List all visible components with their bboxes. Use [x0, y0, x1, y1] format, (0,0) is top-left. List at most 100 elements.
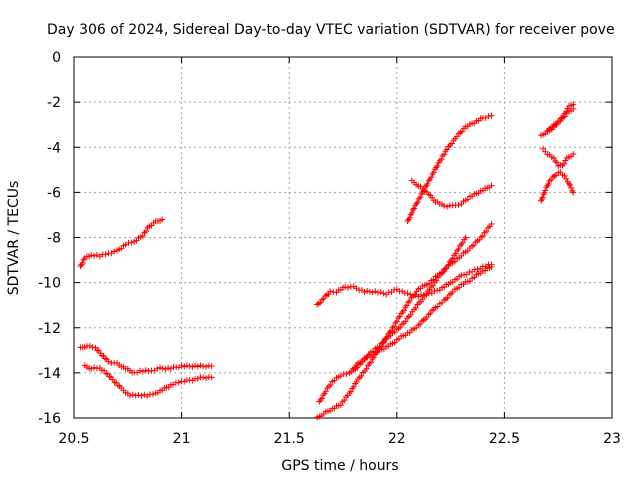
x-tick-label: 22: [388, 431, 406, 447]
series-11: [540, 145, 577, 169]
data-point: [327, 381, 334, 388]
x-axis-label: GPS time / hours: [281, 458, 398, 474]
data-point: [563, 108, 570, 115]
data-point: [411, 205, 418, 212]
data-point: [430, 169, 437, 176]
data-point: [111, 248, 118, 255]
data-point: [434, 163, 441, 169]
y-tick-label: -4: [47, 140, 61, 156]
data-point: [488, 263, 495, 270]
data-point: [149, 391, 156, 398]
y-tick-label: -12: [38, 321, 61, 337]
y-tick-label: 0: [52, 50, 61, 66]
data-point: [449, 255, 456, 262]
data-point: [88, 365, 95, 372]
data-point: [483, 228, 490, 235]
data-point: [322, 388, 329, 395]
data-point: [448, 140, 455, 147]
data-point: [341, 397, 348, 404]
chart-title: Day 306 of 2024, Sidereal Day-to-day VTE…: [47, 22, 615, 38]
data-point: [377, 289, 384, 296]
data-point: [405, 299, 412, 306]
data-point: [455, 202, 462, 209]
y-tick-label: -2: [47, 95, 61, 111]
data-point: [442, 148, 449, 155]
data-point: [373, 349, 380, 356]
data-point: [552, 158, 559, 165]
data-point: [197, 362, 204, 369]
data-point: [93, 251, 100, 258]
y-tick-label: -10: [38, 276, 61, 292]
data-point: [407, 311, 414, 318]
data-point: [444, 146, 451, 153]
data-points: [77, 101, 577, 421]
data-point: [455, 246, 462, 253]
data-point: [417, 194, 424, 201]
series-4: [314, 261, 495, 308]
y-tick-label: -14: [38, 366, 61, 382]
data-point: [479, 232, 486, 239]
data-point: [353, 378, 360, 385]
data-point: [412, 304, 419, 311]
data-point: [105, 358, 112, 365]
data-point: [459, 239, 466, 246]
data-point: [181, 363, 188, 370]
data-point: [428, 174, 435, 181]
data-point: [369, 289, 376, 296]
series-7: [350, 234, 469, 373]
data-point: [194, 363, 201, 370]
data-point: [345, 284, 352, 291]
data-point: [414, 199, 421, 206]
data-point: [456, 242, 463, 249]
data-point: [406, 214, 413, 221]
data-point: [542, 187, 549, 194]
y-axis-label: SDTVAR / TECUs: [6, 181, 22, 296]
data-point: [208, 363, 215, 370]
data-point: [343, 370, 350, 377]
data-point: [364, 287, 371, 294]
data-point: [402, 304, 409, 311]
data-point: [423, 291, 430, 298]
data-point: [200, 374, 207, 381]
data-point: [128, 239, 135, 246]
series-1: [77, 216, 166, 270]
data-point: [561, 113, 568, 120]
data-point: [350, 383, 357, 390]
data-point: [438, 156, 445, 163]
data-point: [372, 288, 379, 295]
x-tick-label: 21: [173, 431, 191, 447]
data-point: [488, 220, 495, 227]
series-9: [408, 177, 495, 210]
data-point: [202, 363, 209, 370]
data-point: [560, 160, 567, 167]
data-point: [363, 365, 370, 372]
data-point: [200, 363, 207, 370]
data-point: [408, 210, 415, 217]
data-point: [565, 180, 572, 187]
data-point: [399, 308, 406, 315]
data-point: [420, 187, 427, 194]
data-point: [439, 152, 446, 159]
series-13: [544, 105, 577, 134]
data-point: [370, 354, 377, 361]
data-point: [138, 392, 145, 399]
data-point: [452, 250, 459, 257]
data-point: [409, 206, 416, 213]
data-point: [135, 392, 142, 399]
data-point: [165, 365, 172, 372]
data-point: [380, 290, 387, 297]
series-10: [537, 101, 577, 139]
data-point: [488, 182, 495, 189]
x-tick-label: 20.5: [58, 431, 89, 447]
data-point: [441, 151, 448, 158]
data-point: [347, 388, 354, 395]
data-point: [159, 216, 166, 223]
series-8: [404, 112, 495, 225]
data-point: [175, 379, 182, 386]
data-point: [366, 288, 373, 295]
data-point: [395, 315, 402, 322]
data-point: [349, 385, 356, 392]
data-point: [79, 260, 86, 267]
x-tick-label: 23: [603, 431, 621, 447]
data-point: [367, 359, 374, 366]
